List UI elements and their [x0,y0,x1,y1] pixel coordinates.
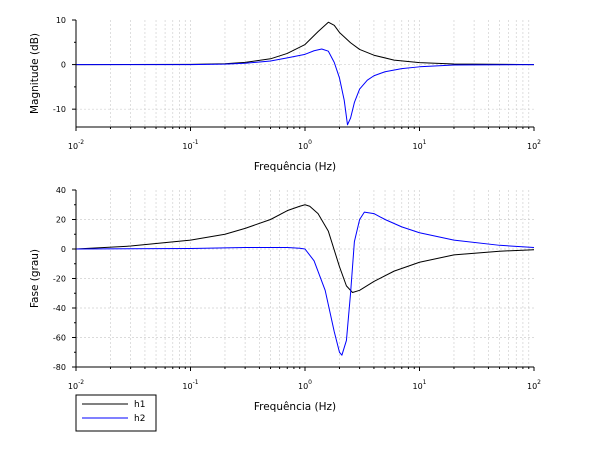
grid [76,190,534,367]
y-tick-label: -20 [53,275,66,284]
x-tick-label: 10-2 [68,379,84,391]
x-tick-label: 10-1 [182,139,198,151]
x-tick-label: 100 [298,379,312,391]
y-tick-label: -60 [53,334,66,343]
series-line-h1 [75,21,535,66]
y-tick-label: 0 [61,245,66,254]
x-tick-label: 101 [412,139,426,151]
legend-box [75,394,157,432]
y-axis-title: Fase (grau) [29,249,41,308]
x-tick-label: 10-1 [182,379,198,391]
x-tick-label: 102 [527,139,541,151]
series-line-h2 [76,48,535,126]
y-tick-label: 20 [56,216,66,225]
y-tick-label: -10 [53,105,66,114]
x-tick-label: 102 [527,379,541,391]
y-tick-label: 0 [61,61,66,70]
series-line-h2 [75,211,535,356]
x-tick-label: 10-2 [68,139,84,151]
y-tick-label: -80 [53,363,66,372]
x-axis-title: Frequência (Hz) [254,401,336,413]
x-axis-title: Frequência (Hz) [254,161,336,173]
legend-label-h1: h1 [134,400,145,410]
y-tick-label: -40 [53,304,66,313]
x-tick-label: 101 [412,379,426,391]
x-tick-label: 100 [298,139,312,151]
y-tick-label: 40 [56,186,66,195]
y-axis-title: Magnitude (dB) [29,33,41,114]
y-tick-label: 10 [56,16,66,25]
series-line-h1 [75,204,535,294]
legend-label-h2: h2 [134,414,145,424]
